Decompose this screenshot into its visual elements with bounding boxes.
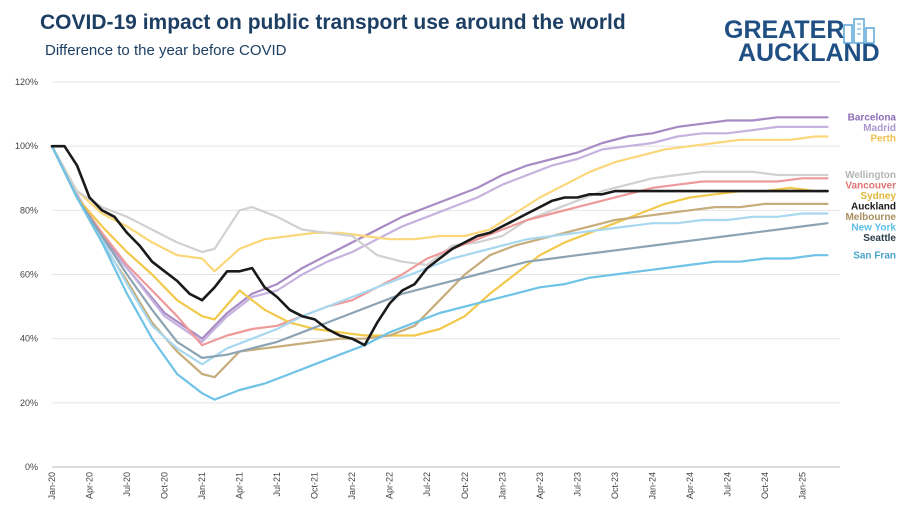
y-tick-label: 100% (15, 141, 38, 151)
series-label-new-york: New York (851, 223, 896, 234)
x-tick-label: Oct-20 (160, 472, 170, 499)
x-tick-label: Jul-20 (122, 472, 132, 497)
x-tick-label: Oct-24 (760, 472, 770, 499)
series-line-san-fran (50, 145, 829, 401)
y-tick-label: 60% (20, 270, 38, 280)
series-label-seattle: Seattle (863, 233, 896, 244)
x-tick-label: Jul-24 (722, 472, 732, 497)
series-line-new-york (50, 145, 829, 366)
series-label-perth: Perth (870, 133, 896, 144)
y-tick-label: 20% (20, 398, 38, 408)
x-tick-label: Apr-21 (235, 472, 245, 499)
x-tick-label: Apr-24 (685, 472, 695, 499)
series-line-madrid (50, 125, 829, 343)
skyline-icon (843, 18, 875, 44)
chart-subtitle: Difference to the year before COVID (45, 42, 287, 59)
x-tick-label: Jan-24 (647, 472, 657, 500)
series-label-san-fran: San Fran (853, 250, 896, 261)
series-label-melbourne: Melbourne (845, 212, 896, 223)
x-tick-label: Oct-23 (610, 472, 620, 499)
greater-auckland-logo: GREATER AUCKLAND (720, 14, 892, 68)
series-label-auckland: Auckland (851, 202, 896, 213)
x-tick-label: Apr-22 (385, 472, 395, 499)
chart-title: COVID-19 impact on public transport use … (40, 11, 626, 34)
series-line-auckland (50, 144, 829, 347)
series-line-seattle (50, 145, 829, 359)
series-line-sydney (50, 145, 829, 337)
y-tick-label: 0% (25, 462, 38, 472)
logo-line-1: GREATER (724, 16, 845, 44)
series-label-madrid: Madrid (863, 123, 896, 134)
y-tick-label: 40% (20, 334, 38, 344)
y-tick-label: 80% (20, 205, 38, 215)
x-tick-label: Jul-23 (572, 472, 582, 497)
series-line-perth (50, 135, 829, 273)
logo-line-2: AUCKLAND (738, 39, 880, 67)
series-label-barcelona: Barcelona (848, 112, 897, 123)
x-tick-label: Jan-25 (797, 472, 807, 500)
x-tick-label: Jan-23 (497, 472, 507, 500)
x-tick-label: Jul-21 (272, 472, 282, 497)
x-tick-label: Apr-23 (535, 472, 545, 499)
x-tick-label: Jan-22 (347, 472, 357, 500)
x-tick-label: Jul-22 (422, 472, 432, 497)
y-tick-label: 120% (15, 77, 38, 87)
series-label-wellington: Wellington (845, 170, 896, 181)
series-line-vancouver (50, 145, 829, 347)
series-line-melbourne (50, 145, 829, 379)
x-tick-label: Jan-21 (197, 472, 207, 500)
x-tick-label: Apr-20 (85, 472, 95, 499)
series-line-barcelona (50, 116, 829, 340)
x-tick-label: Jan-20 (47, 472, 57, 500)
series-label-vancouver: Vancouver (845, 181, 896, 192)
series-line-wellington (50, 145, 829, 266)
x-tick-label: Oct-21 (310, 472, 320, 499)
series-label-sydney: Sydney (860, 191, 896, 202)
x-tick-label: Oct-22 (460, 472, 470, 499)
